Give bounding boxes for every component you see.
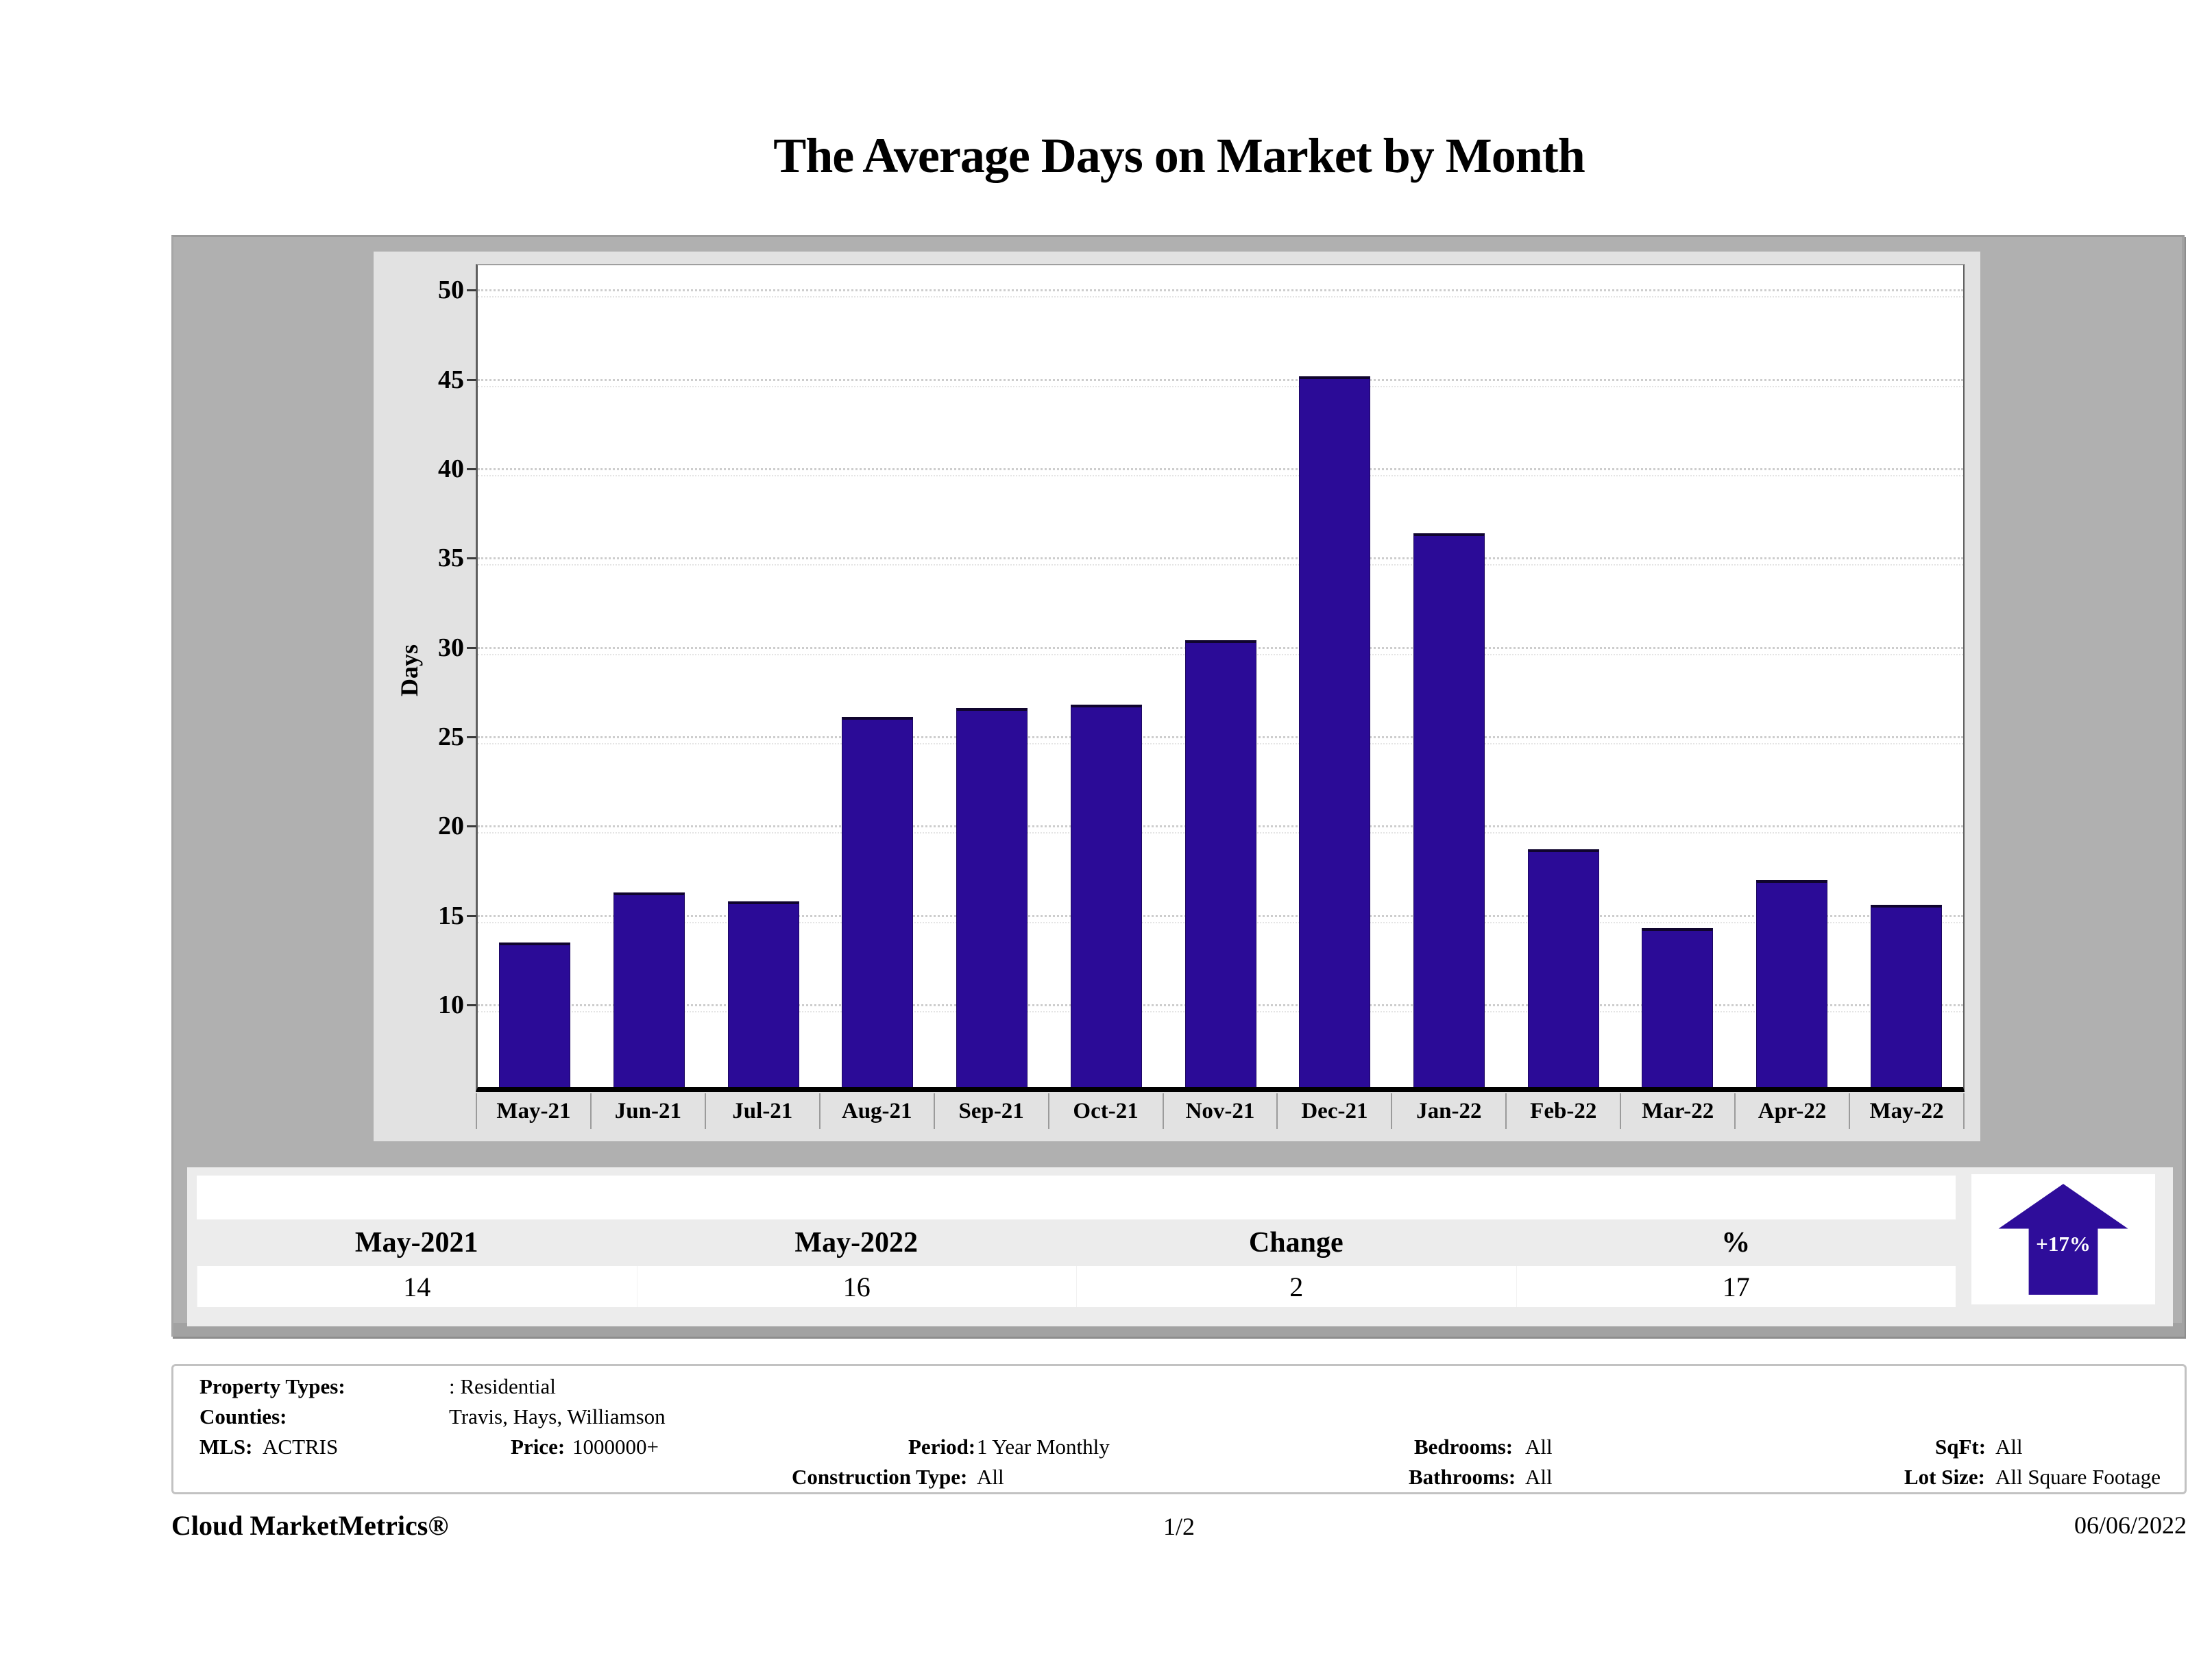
bar-mar-22 [1642, 928, 1714, 1087]
y-tick-mark-40 [467, 468, 476, 471]
page-number: 1/2 [1163, 1513, 1195, 1540]
x-label-dec-21: Dec-21 [1276, 1093, 1391, 1129]
bathrooms-value: All [1525, 1465, 1553, 1489]
y-tick-label-15: 15 [438, 901, 464, 930]
y-tick-label-50: 50 [438, 276, 464, 305]
bar-oct-21 [1070, 705, 1142, 1087]
bar-nov-21 [1184, 640, 1256, 1087]
change-badge-label: +17% [2036, 1231, 2091, 1256]
bathrooms-label: Bathrooms: [1409, 1465, 1516, 1489]
x-label-may-21: May-21 [476, 1093, 590, 1129]
lot-size-label: Lot Size: [1904, 1465, 1985, 1489]
chart-container: Days May-21 Jun-21 Jul-21 Aug-21 Sep-21 Oct-2… [171, 235, 2185, 1337]
summary-header-cell: May-2021 [354, 1227, 478, 1258]
y-tick-label-10: 10 [438, 990, 464, 1020]
x-axis-labels: May-21 Jun-21 Jul-21 Aug-21 Sep-21 Oct-21 Nov-… [476, 1092, 1965, 1134]
x-label-nov-21: Nov-21 [1162, 1093, 1277, 1129]
summary-value-cell: 17 [1516, 1266, 1956, 1307]
page-title: The Average Days on Market by Month [773, 128, 1585, 183]
x-label-may-22: May-22 [1849, 1093, 1965, 1129]
counties-label: Counties: [199, 1405, 287, 1428]
summary-header-cell: % [1721, 1227, 1751, 1258]
gridline-echo-40 [478, 475, 1963, 477]
gridline-50 [478, 289, 1963, 292]
y-tick-mark-20 [467, 825, 476, 828]
plot-area [476, 264, 1965, 1092]
summary-value-cell: 14 [197, 1266, 637, 1307]
x-label-oct-21: Oct-21 [1047, 1093, 1163, 1129]
x-label-jan-22: Jan-22 [1391, 1093, 1505, 1129]
sqft-label: SqFt: [1935, 1435, 1986, 1459]
bar-jun-21 [613, 892, 685, 1087]
y-tick-mark-25 [467, 736, 476, 739]
summary-header-cell: May-2022 [794, 1227, 919, 1258]
bar-apr-22 [1755, 879, 1827, 1087]
x-label-jun-21: Jun-21 [590, 1093, 705, 1129]
sqft-value: All [1995, 1435, 2023, 1459]
bar-jan-22 [1413, 533, 1485, 1087]
bar-jul-21 [727, 901, 799, 1087]
gridline-echo-35 [478, 564, 1963, 566]
change-badge-box: +17% [1971, 1174, 2155, 1304]
price-label: Price: [511, 1435, 566, 1459]
gridline-echo-45 [478, 385, 1963, 387]
period-label: Period: [908, 1435, 976, 1459]
y-tick-mark-35 [467, 557, 476, 560]
counties-value: Travis, Hays, Williamson [449, 1405, 666, 1428]
gridline-40 [478, 468, 1963, 471]
construction-type-value: All [977, 1465, 1004, 1489]
y-tick-mark-45 [467, 378, 476, 381]
bedrooms-value: All [1525, 1435, 1553, 1459]
bar-may-21 [499, 942, 571, 1087]
price-value: 1000000+ [572, 1435, 659, 1459]
y-tick-mark-10 [467, 1004, 476, 1007]
brand-name: Cloud MarketMetrics® [171, 1510, 449, 1541]
bar-aug-21 [842, 717, 914, 1087]
y-tick-label-35: 35 [438, 544, 464, 573]
report-date: 06/06/2022 [2074, 1511, 2187, 1539]
x-label-mar-22: Mar-22 [1620, 1093, 1734, 1129]
bar-feb-22 [1527, 849, 1599, 1087]
gridline-echo-50 [478, 296, 1963, 298]
y-tick-mark-30 [467, 646, 476, 649]
y-tick-label-40: 40 [438, 454, 464, 484]
y-tick-mark-15 [467, 914, 476, 917]
x-label-jul-21: Jul-21 [704, 1093, 819, 1129]
bar-may-22 [1870, 905, 1942, 1087]
y-tick-label-30: 30 [438, 633, 464, 662]
summary-table: May-2021 May-2022 Change % 14 16 2 17 +1… [187, 1167, 2173, 1326]
summary-header-cell: Change [1248, 1227, 1344, 1258]
construction-type-label: Construction Type: [792, 1465, 968, 1489]
x-label-feb-22: Feb-22 [1505, 1093, 1620, 1129]
gridline-35 [478, 557, 1963, 560]
summary-blank-row [197, 1176, 1956, 1219]
y-tick-label-20: 20 [438, 812, 464, 841]
summary-value-cell: 16 [636, 1266, 1077, 1307]
x-label-sep-21: Sep-21 [933, 1093, 1048, 1129]
property-types-label: Property Types: [199, 1374, 345, 1398]
chart-panel: Days May-21 Jun-21 Jul-21 Aug-21 Sep-21 Oct-2… [374, 252, 1980, 1141]
page-title-wrap: The Average Days on Market by Month [171, 127, 2187, 184]
summary-header-row: May-2021 May-2022 Change % [197, 1219, 1956, 1266]
mls-value: ACTRIS [263, 1435, 339, 1459]
period-value: 1 Year Monthly [977, 1435, 1110, 1459]
x-label-apr-22: Apr-22 [1734, 1093, 1849, 1129]
gridline-45 [478, 378, 1963, 381]
property-types-value: : Residential [449, 1374, 556, 1398]
criteria-box: Property Types: : Residential Counties: … [171, 1364, 2187, 1494]
y-tick-mark-50 [467, 289, 476, 292]
summary-values-row: 14 16 2 17 [197, 1266, 1956, 1307]
bar-dec-21 [1299, 376, 1371, 1087]
summary-value-cell: 2 [1076, 1266, 1516, 1307]
bar-sep-21 [956, 708, 1028, 1087]
y-tick-label-25: 25 [438, 722, 464, 752]
bedrooms-label: Bedrooms: [1414, 1435, 1514, 1459]
page-footer: Cloud MarketMetrics® 1/2 06/06/2022 [171, 1509, 2187, 1544]
y-tick-label-45: 45 [438, 365, 464, 394]
mls-label: MLS: [199, 1435, 253, 1459]
lot-size-value: All Square Footage [1995, 1465, 2161, 1489]
x-label-aug-21: Aug-21 [818, 1093, 934, 1129]
